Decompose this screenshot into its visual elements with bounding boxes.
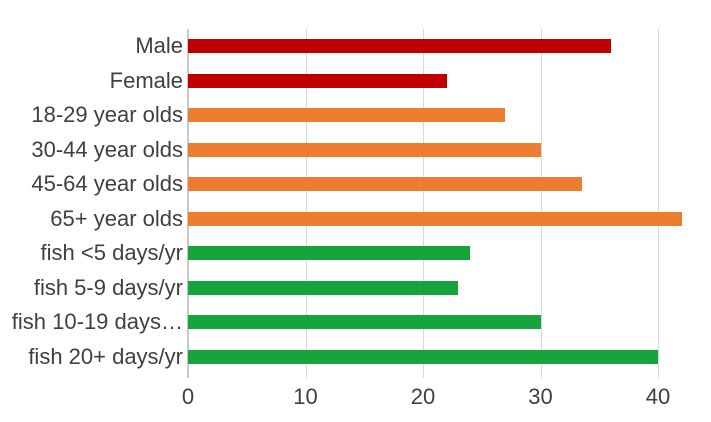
category-label: fish 5-9 days/yr bbox=[33, 274, 183, 300]
category-label: 18-29 year olds bbox=[31, 102, 183, 128]
bar bbox=[188, 280, 459, 295]
bar bbox=[188, 349, 658, 364]
category-label: fish 20+ days/yr bbox=[28, 343, 183, 369]
x-tick-label: 20 bbox=[410, 384, 436, 409]
bar bbox=[188, 108, 506, 123]
gridline bbox=[658, 29, 659, 378]
x-tick-label: 40 bbox=[645, 384, 671, 409]
x-tick-label: 30 bbox=[528, 384, 553, 409]
bar bbox=[188, 211, 682, 226]
x-tick-label: 10 bbox=[293, 384, 318, 409]
category-label: fish <5 days/yr bbox=[40, 240, 183, 266]
bar bbox=[188, 246, 470, 261]
category-label: 30-44 year olds bbox=[31, 136, 183, 162]
bar bbox=[188, 142, 541, 157]
gridline bbox=[305, 29, 307, 378]
x-tick-label: 0 bbox=[181, 384, 195, 409]
category-label: 65+ year olds bbox=[50, 205, 183, 231]
category-label: fish 10-19 days… bbox=[11, 309, 183, 335]
bar bbox=[188, 177, 582, 192]
category-label: Female bbox=[109, 67, 183, 93]
category-axis-line bbox=[187, 29, 189, 378]
bar bbox=[188, 73, 447, 88]
category-label: Male bbox=[135, 33, 183, 59]
category-label: 45-64 year olds bbox=[31, 171, 183, 197]
gridline bbox=[423, 29, 424, 378]
bar bbox=[188, 39, 611, 54]
bar bbox=[188, 315, 541, 330]
gridline bbox=[540, 29, 542, 378]
